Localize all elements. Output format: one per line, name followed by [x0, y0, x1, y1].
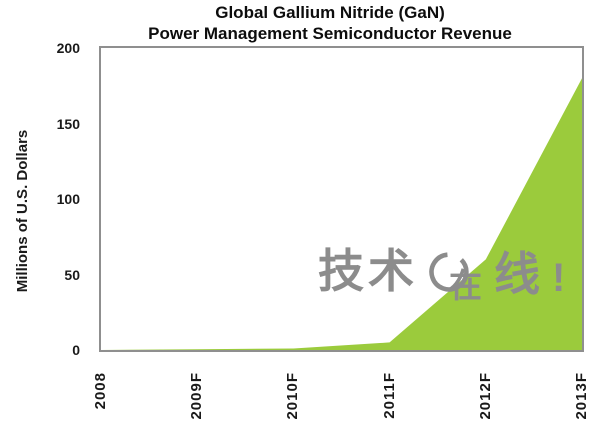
area-chart-svg — [101, 78, 582, 350]
x-tick-label: 2010F — [284, 372, 302, 420]
chart-title: Global Gallium Nitride (GaN) Power Manag… — [70, 2, 590, 44]
chart-title-line-1: Global Gallium Nitride (GaN) — [215, 3, 445, 22]
y-tick-label: 0 — [72, 342, 80, 358]
x-tick-label: 2013F — [573, 372, 590, 420]
chart-title-line-2: Power Management Semiconductor Revenue — [148, 24, 512, 43]
y-axis-title: Millions of U.S. Dollars — [14, 129, 31, 293]
x-tick-label: 2011F — [380, 372, 398, 419]
x-tick-label: 2009F — [188, 372, 206, 420]
x-tick-label: 2012F — [476, 372, 494, 420]
revenue-area-series — [101, 78, 582, 350]
x-tick-label: 2008 — [92, 372, 109, 410]
plot-area — [99, 46, 584, 352]
y-tick-label: 100 — [56, 191, 80, 207]
y-tick-label: 150 — [56, 115, 80, 132]
y-tick-label: 200 — [56, 40, 80, 56]
y-tick-label: 50 — [64, 266, 80, 283]
